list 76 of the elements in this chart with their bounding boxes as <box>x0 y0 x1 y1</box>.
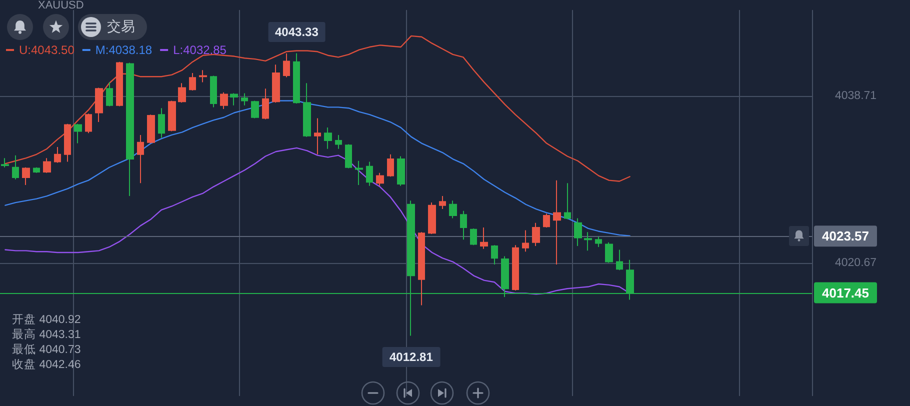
line-series <box>4 100 630 236</box>
candlestick <box>262 88 269 120</box>
candlestick <box>480 227 488 250</box>
candlestick <box>137 134 144 184</box>
candlestick <box>22 166 30 186</box>
candlestick <box>43 158 51 174</box>
candlestick <box>470 228 477 246</box>
candlestick <box>64 123 71 162</box>
candlestick <box>85 113 92 134</box>
candlestick <box>418 232 425 306</box>
candlestick <box>543 213 550 228</box>
candlestick <box>283 52 290 78</box>
candlestick <box>303 82 311 138</box>
y-tick-label: 4038.71 <box>835 90 877 102</box>
y-tick-label: 4020.67 <box>835 256 877 269</box>
candlestick <box>345 144 352 169</box>
candlestick <box>168 100 176 132</box>
candlestick <box>74 123 82 144</box>
candlestick <box>449 200 457 219</box>
candlestick <box>491 244 498 266</box>
candlestick <box>564 182 571 220</box>
candlestick <box>324 127 332 150</box>
candlestick <box>397 156 405 186</box>
candlestick <box>189 72 196 92</box>
candlestick <box>241 92 248 106</box>
candlestick <box>126 62 134 197</box>
candlestick <box>366 161 373 186</box>
candlestick <box>293 52 300 104</box>
candlestick <box>251 100 259 119</box>
candlestick <box>387 154 394 178</box>
candlestick <box>158 108 165 138</box>
candlestick <box>335 134 342 150</box>
candlestick <box>116 61 123 107</box>
candlestick <box>314 118 321 155</box>
candlestick <box>147 114 155 144</box>
candlestick <box>95 87 103 123</box>
candlestick <box>584 232 592 252</box>
candlestick <box>272 64 280 104</box>
candlestick <box>605 242 613 264</box>
annotation: 最低 4040.73 <box>12 343 81 358</box>
candlestick <box>574 218 582 247</box>
candlestick <box>428 202 436 235</box>
candlestick <box>106 82 113 107</box>
annotation: 开盘 4040.92 <box>12 313 81 328</box>
line-series <box>4 35 630 182</box>
candlestick <box>439 196 446 210</box>
annotation: 4012.81 <box>382 346 440 367</box>
pill-button: 交易 <box>78 14 147 40</box>
candlestick <box>12 154 19 180</box>
annotation: 收盘 4042.46 <box>12 358 81 373</box>
candlestick <box>210 75 217 108</box>
candlestick <box>522 230 529 252</box>
candlestick <box>54 146 61 164</box>
candlestick <box>178 82 186 104</box>
candlestick <box>220 92 228 110</box>
candlestick <box>199 70 207 83</box>
candlestick <box>616 249 623 271</box>
annotation: 4043.33 <box>268 22 326 42</box>
annotation: 交易 <box>107 18 135 36</box>
ref-line-label: 4023.57 <box>822 228 869 244</box>
ref-line-label: 4017.45 <box>822 285 869 300</box>
legend-label: M:4038.18 <box>95 43 152 57</box>
candlestick <box>376 172 384 186</box>
candlestick <box>595 236 602 248</box>
candlestick <box>1 158 9 168</box>
candlestick <box>460 210 467 240</box>
candlestick <box>230 92 238 106</box>
candlestick <box>355 160 363 186</box>
candlestick <box>33 166 40 174</box>
candlestick <box>512 244 519 291</box>
annotation: 最高 4043.31 <box>12 328 81 343</box>
legend-label: L:4032.85 <box>173 43 227 57</box>
legend-label: U:4043.50 <box>19 43 75 57</box>
candlestick <box>553 180 561 266</box>
candlestick <box>532 222 540 247</box>
chart-title: XAUUSD <box>38 0 84 12</box>
